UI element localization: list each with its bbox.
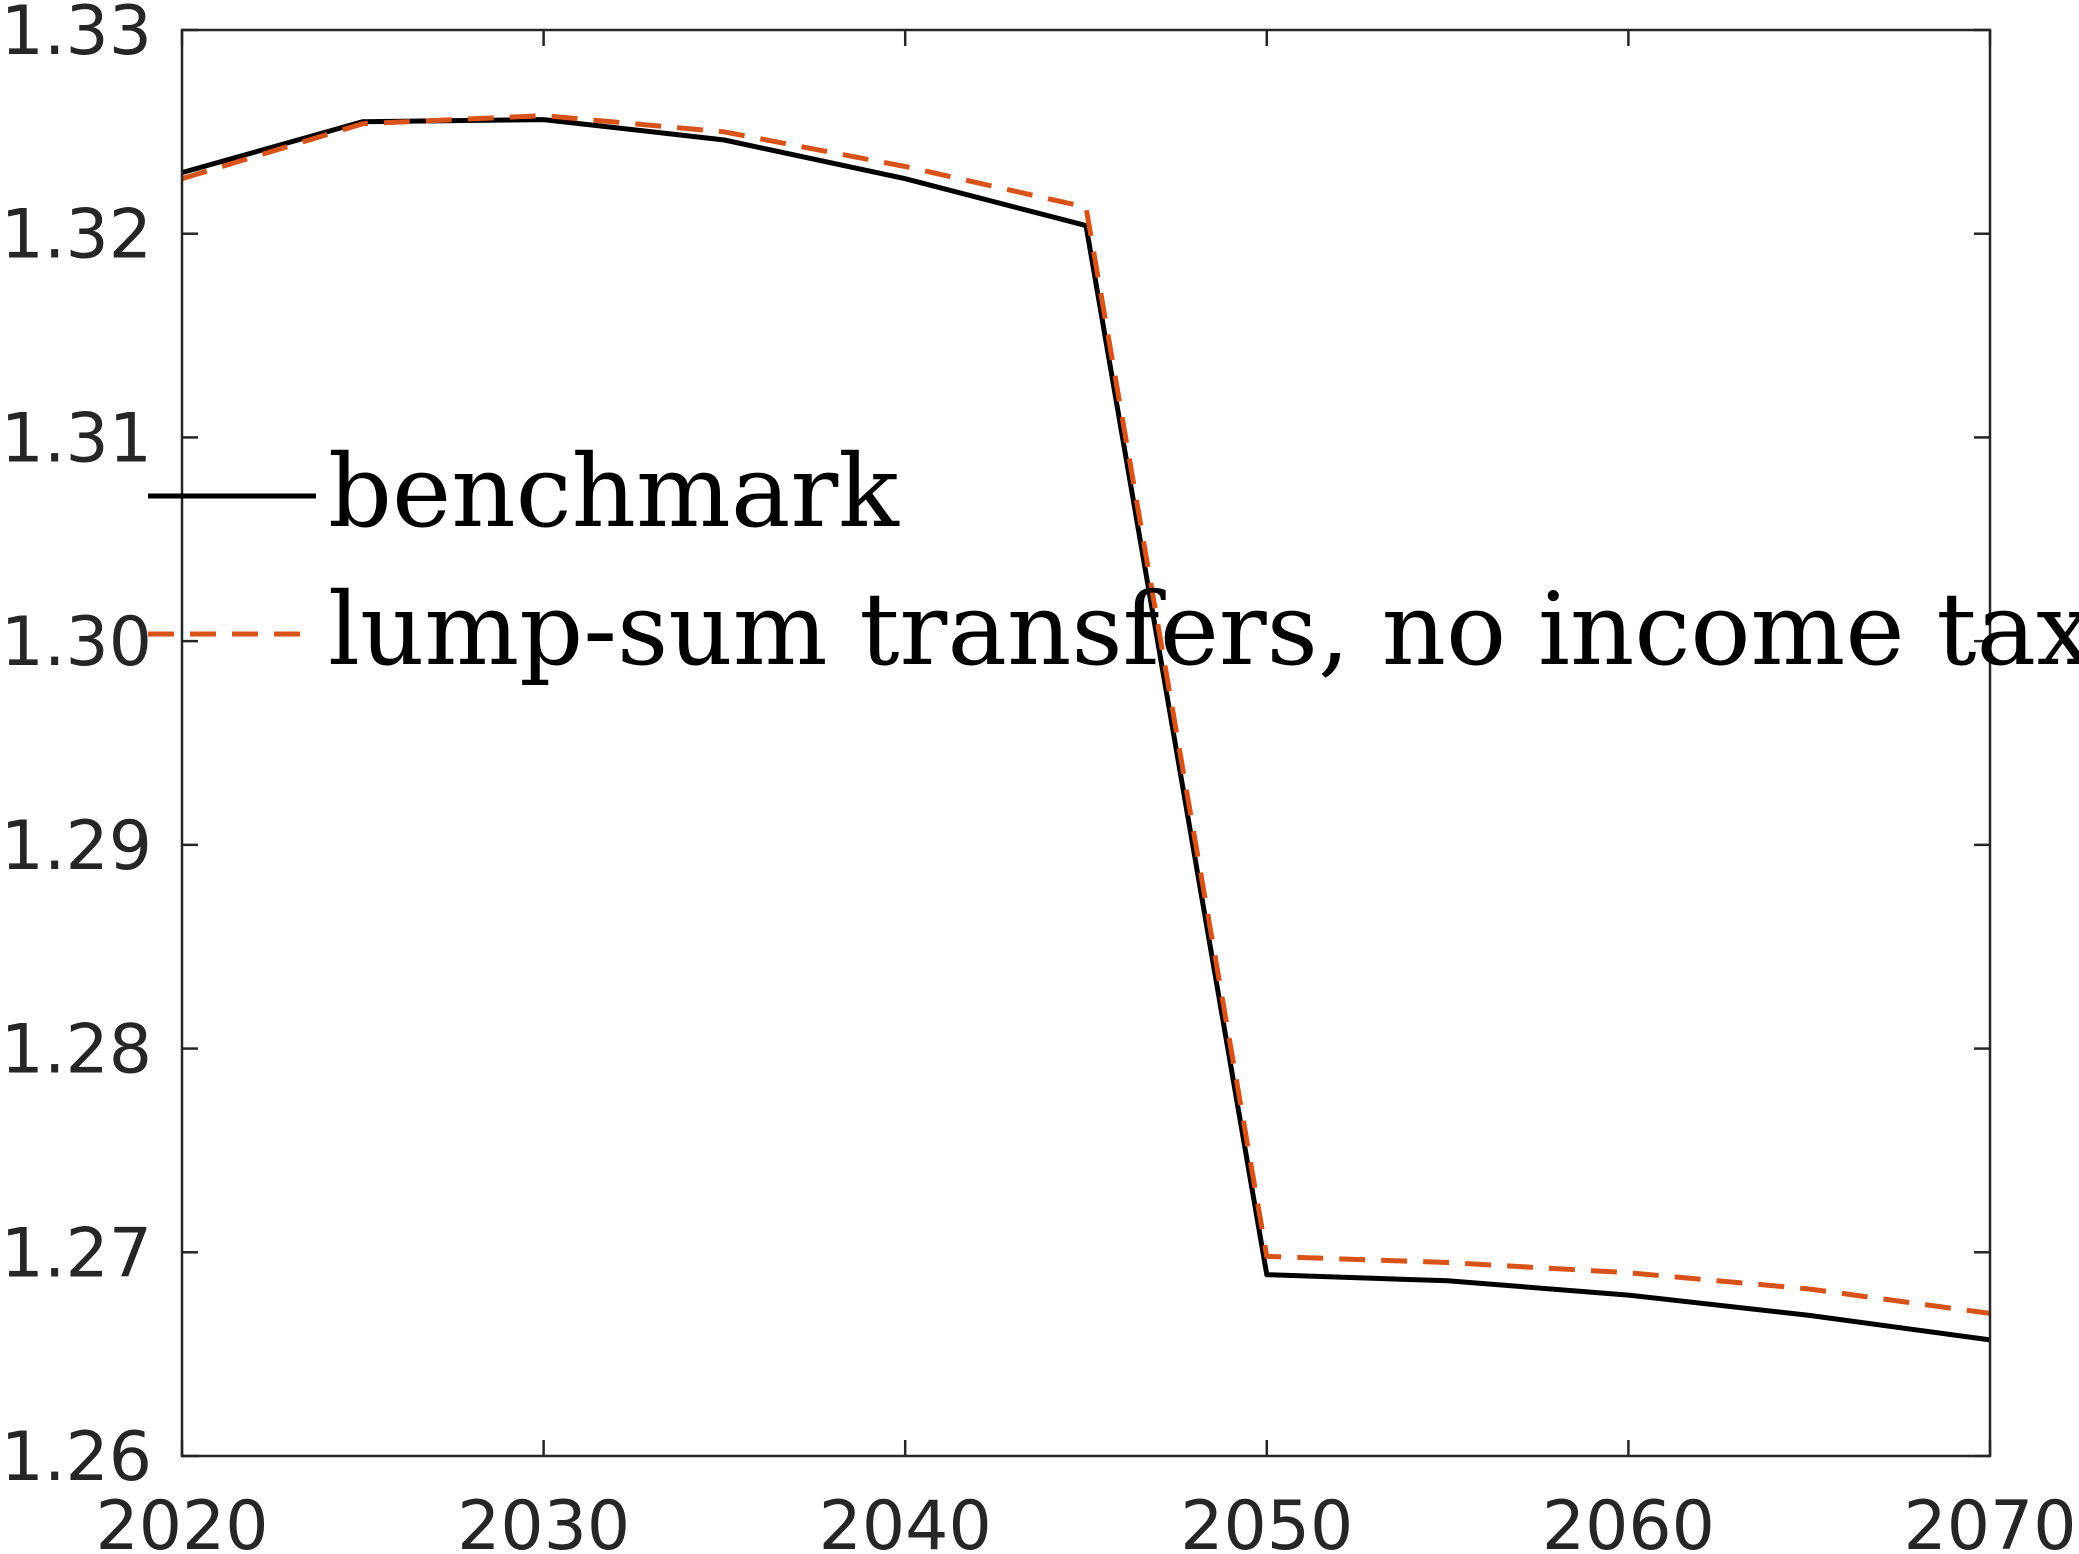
plot-frame (180, 28, 1992, 1458)
y-tick-label: 1.26 (1, 1418, 152, 1497)
x-tick-label: 2050 (1180, 1487, 1353, 1554)
series-line-2 (181, 113, 1991, 1316)
x-tick-label: 2030 (457, 1487, 630, 1554)
series-layer (181, 113, 1991, 1343)
legend-label-1: benchmark (328, 433, 900, 550)
y-tick-label: 1.28 (1, 1011, 152, 1090)
legend-label-2: lump-sum transfers, no income tax (328, 571, 2079, 688)
legend: benchmark lump-sum transfers, no income t… (148, 433, 2079, 688)
y-tick-label: 1.33 (1, 0, 152, 71)
y-tick-label: 1.29 (1, 807, 152, 886)
x-tick-label: 2040 (819, 1487, 992, 1554)
x-tick-label: 2070 (1903, 1487, 2076, 1554)
x-tick-label: 2060 (1542, 1487, 1715, 1554)
y-tick-label: 1.27 (1, 1214, 152, 1293)
y-tick-label: 1.31 (1, 399, 152, 478)
x-tick-label: 2020 (95, 1487, 268, 1554)
y-tick-label: 1.30 (1, 603, 152, 682)
y-tick-label: 1.32 (1, 196, 152, 275)
